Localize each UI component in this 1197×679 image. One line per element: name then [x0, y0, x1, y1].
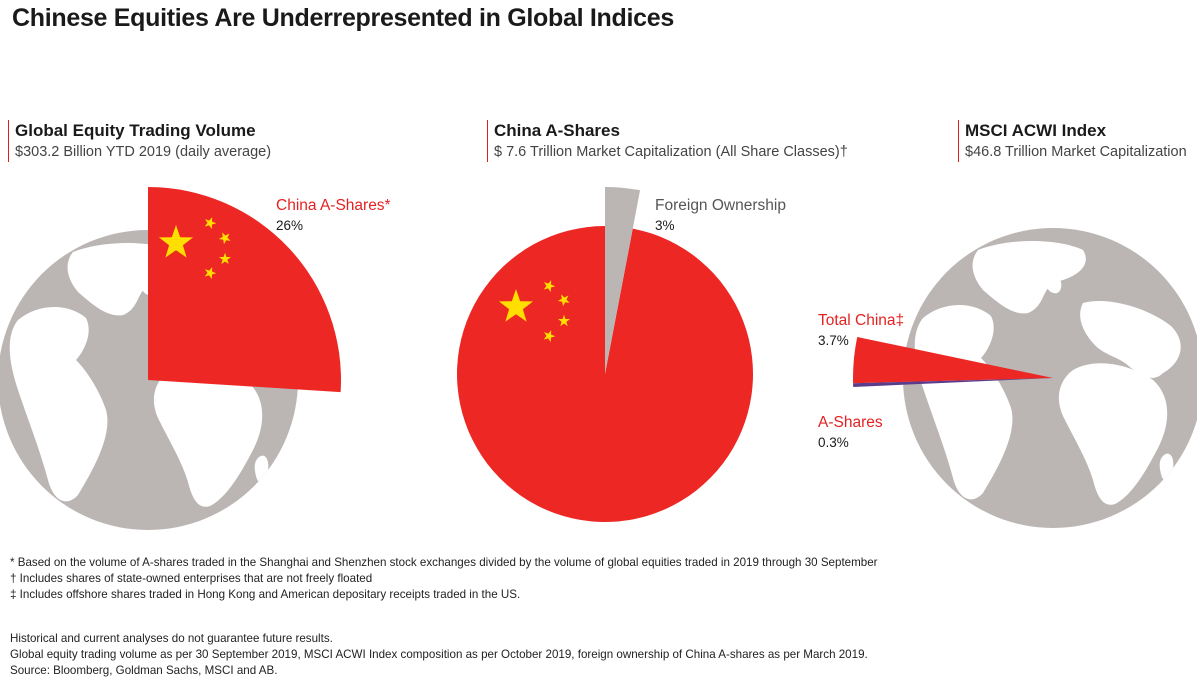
pie-slice-domestic: [457, 226, 754, 523]
slice-value: 0.3%: [818, 435, 849, 450]
disclaimers: Historical and current analyses do not g…: [10, 631, 868, 679]
footnote: * Based on the volume of A-shares traded…: [10, 556, 878, 569]
panel-heading: China A-Shares: [494, 121, 620, 140]
footnotes: * Based on the volume of A-shares traded…: [10, 555, 878, 603]
disclaimer: Historical and current analyses do not g…: [10, 632, 333, 645]
panel-subheading: $46.8 Trillion Market Capitalization: [965, 144, 1187, 160]
panel-header-msci-acwi: MSCI ACWI Index $46.8 Trillion Market Ca…: [958, 120, 1187, 162]
label-china-a-shares: China A-Shares* 26%: [276, 196, 391, 236]
label-foreign-ownership: Foreign Ownership 3%: [655, 196, 786, 236]
panel-subheading: $303.2 Billion YTD 2019 (daily average): [15, 144, 272, 160]
slice-value: 26%: [276, 218, 304, 233]
panel-subheading: $ 7.6 Trillion Market Capitalization (Al…: [494, 144, 848, 160]
pie-slice-total-china: [853, 337, 1053, 384]
panel-header-global-volume: Global Equity Trading Volume $303.2 Bill…: [8, 120, 271, 162]
label-a-shares: A-Shares 0.3%: [818, 413, 883, 453]
slice-name: China A-Shares*: [276, 197, 391, 214]
disclaimer: Source: Bloomberg, Goldman Sachs, MSCI a…: [10, 664, 278, 677]
slice-value: 3%: [655, 218, 675, 233]
disclaimer: Global equity trading volume as per 30 S…: [10, 648, 868, 661]
pie-slice-foreign-ownership: [605, 187, 641, 374]
chart-title: Chinese Equities Are Underrepresented in…: [12, 4, 674, 32]
slice-value: 3.7%: [818, 333, 849, 348]
pie-slice-a-shares: [853, 378, 1053, 387]
label-total-china: Total China‡ 3.7%: [818, 311, 904, 351]
panel-header-china-a-shares: China A-Shares $ 7.6 Trillion Market Cap…: [487, 120, 848, 162]
slice-name: A-Shares: [818, 414, 883, 431]
footnote: † Includes shares of state-owned enterpr…: [10, 572, 373, 585]
pie-slice-china-a-shares: [148, 187, 342, 393]
panel-heading: MSCI ACWI Index: [965, 121, 1107, 140]
slice-name: Foreign Ownership: [655, 197, 786, 214]
panel-heading: Global Equity Trading Volume: [15, 121, 256, 140]
footnote: ‡ Includes offshore shares traded in Hon…: [10, 588, 521, 601]
slice-name: Total China‡: [818, 312, 905, 329]
